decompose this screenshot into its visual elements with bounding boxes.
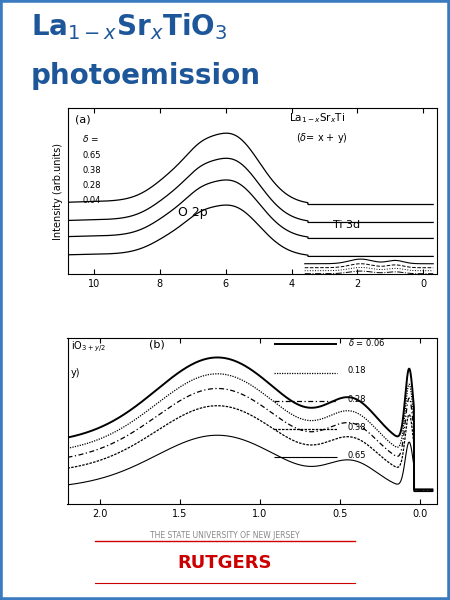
Text: iO$_{3+y/2}$: iO$_{3+y/2}$ [71,339,106,353]
Text: O 2p: O 2p [178,206,208,219]
Text: La$_{1-x}$Sr$_{x}$TiO$_{3}$: La$_{1-x}$Sr$_{x}$TiO$_{3}$ [31,11,228,41]
Text: 0.18: 0.18 [348,367,366,376]
Text: 0.38: 0.38 [348,423,367,432]
Text: y): y) [71,368,81,377]
Text: ($\delta$= x + y): ($\delta$= x + y) [296,131,348,145]
Text: (a): (a) [75,115,90,125]
Y-axis label: Intensity (arb.units): Intensity (arb.units) [54,143,63,239]
Text: 0.38: 0.38 [82,166,101,175]
Text: $\delta$ =: $\delta$ = [82,133,99,144]
Text: 0.65: 0.65 [348,451,366,460]
Text: $\delta$ = 0.06: $\delta$ = 0.06 [348,337,386,348]
Text: RUTGERS: RUTGERS [178,554,272,572]
Text: photoemission: photoemission [31,62,261,89]
Text: Ti 3d: Ti 3d [333,220,360,230]
Text: (b): (b) [148,339,164,349]
Text: 0.28: 0.28 [348,395,366,404]
Text: 0.04: 0.04 [82,196,101,205]
Text: 0.65: 0.65 [82,151,101,160]
Text: THE STATE UNIVERSITY OF NEW JERSEY: THE STATE UNIVERSITY OF NEW JERSEY [150,530,300,540]
Text: La$_{1-x}$Sr$_x$Ti: La$_{1-x}$Sr$_x$Ti [289,112,345,125]
Text: 0.28: 0.28 [82,181,101,190]
